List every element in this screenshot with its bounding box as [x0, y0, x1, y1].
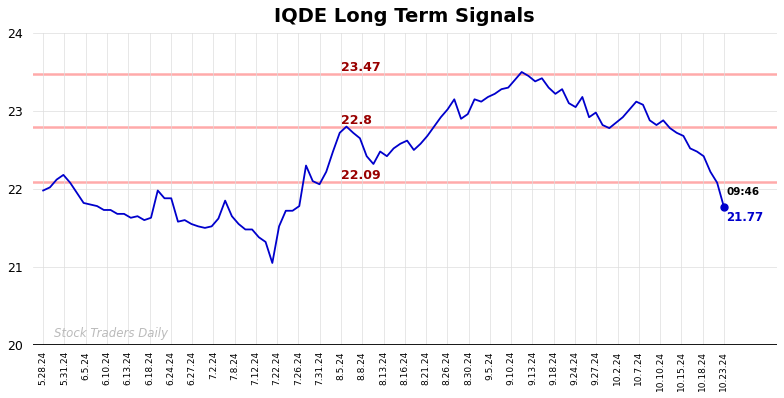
- Text: Stock Traders Daily: Stock Traders Daily: [54, 327, 168, 340]
- Text: 22.8: 22.8: [341, 113, 372, 127]
- Text: 23.47: 23.47: [341, 61, 380, 74]
- Text: 22.09: 22.09: [341, 169, 380, 182]
- Text: 21.77: 21.77: [726, 211, 763, 224]
- Title: IQDE Long Term Signals: IQDE Long Term Signals: [274, 7, 535, 26]
- Text: 09:46: 09:46: [726, 187, 759, 197]
